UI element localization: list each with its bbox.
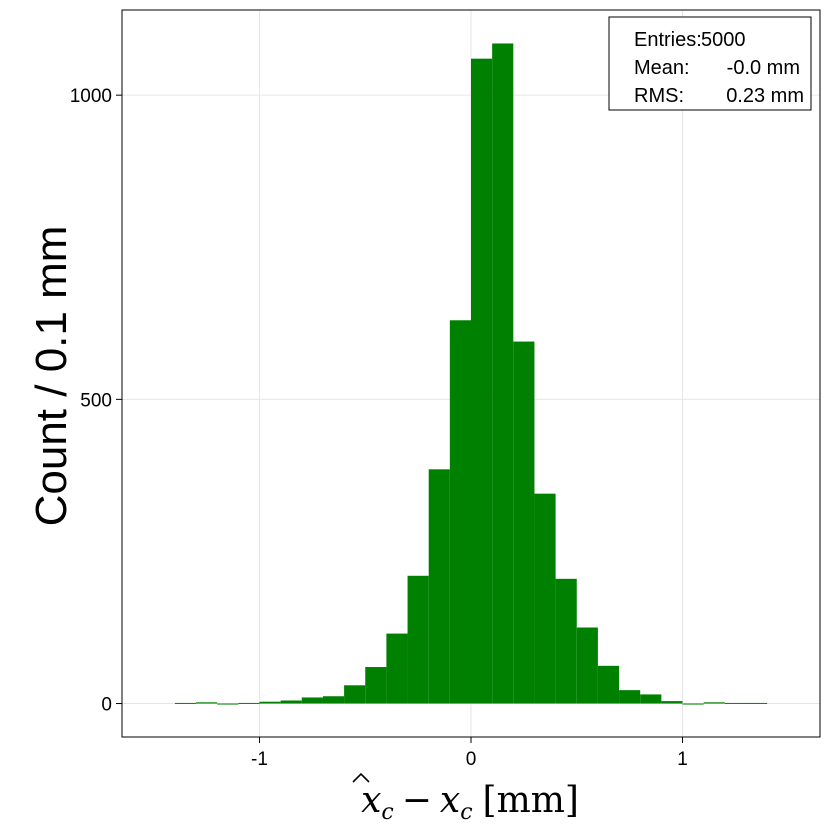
histogram-bar xyxy=(513,341,535,704)
legend-entries-value: 5000 xyxy=(701,29,746,51)
histogram-bar xyxy=(280,700,302,704)
histogram-bar xyxy=(555,578,577,704)
legend-mean-value: -0.0 mm xyxy=(727,57,800,79)
histogram-bar xyxy=(428,469,450,704)
histogram-bar xyxy=(640,694,662,704)
histogram-bar xyxy=(301,697,323,704)
histogram-bar xyxy=(745,702,768,704)
x-axis-title-hat-sub: c xyxy=(381,800,393,825)
histogram-bar xyxy=(682,703,704,705)
y-axis-title: Count / 0.1 mm xyxy=(27,226,76,527)
histogram-bar xyxy=(619,690,641,704)
x-axis-title-sub: c xyxy=(460,800,472,825)
histogram-bar xyxy=(217,703,239,705)
x-hat-accent xyxy=(352,772,370,783)
y-axis-ticks: 0 500 1000 xyxy=(70,86,122,716)
legend-entries-label: Entries: xyxy=(634,29,702,51)
x-axis-title-var: x xyxy=(440,780,460,821)
legend-rms-value: 0.23 mm xyxy=(726,85,804,107)
x-axis-ticks: -1 0 1 xyxy=(251,737,688,770)
histogram-bar xyxy=(238,702,260,704)
histogram-bar xyxy=(196,702,218,704)
histogram-bar xyxy=(597,665,620,704)
histogram-bar xyxy=(492,43,514,704)
histogram-bar xyxy=(724,702,746,704)
x-axis-title-minus: − xyxy=(402,780,432,821)
legend-mean-label: Mean: xyxy=(634,57,690,79)
histogram-bar xyxy=(661,701,683,704)
histogram-bars xyxy=(174,43,768,705)
x-axis-title-unit: [mm] xyxy=(483,780,579,821)
histogram-bar xyxy=(703,702,725,704)
histogram-bar xyxy=(344,685,366,704)
histogram-bar xyxy=(534,493,556,704)
histogram-bar xyxy=(322,696,345,704)
x-tick-label: 0 xyxy=(466,749,477,770)
y-tick-label: 0 xyxy=(101,695,112,716)
y-tick-label: 500 xyxy=(80,390,112,411)
histogram-bar xyxy=(174,702,197,704)
y-tick-label: 1000 xyxy=(70,86,112,107)
histogram-bar xyxy=(407,575,429,704)
legend-rms-label: RMS: xyxy=(634,85,684,107)
x-axis-title: xc − xc [mm] xyxy=(361,780,579,825)
x-tick-label: 1 xyxy=(677,749,688,770)
histogram-bar xyxy=(576,627,598,704)
histogram-bar xyxy=(365,667,387,704)
x-axis-title-hat-var: x xyxy=(361,780,381,821)
histogram-bar xyxy=(259,701,281,704)
histogram-bar xyxy=(449,320,471,704)
histogram-bar xyxy=(471,58,493,704)
x-tick-label: -1 xyxy=(251,749,268,770)
stats-legend-box: Entries: 5000 Mean: -0.0 mm RMS: 0.23 mm xyxy=(608,16,812,111)
histogram-bar xyxy=(386,633,408,704)
